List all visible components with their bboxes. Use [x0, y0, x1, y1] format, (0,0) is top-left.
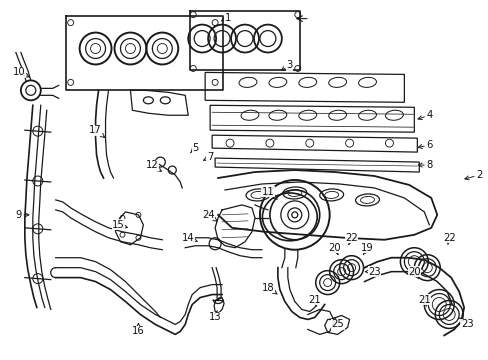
Text: 6: 6 [417, 140, 431, 150]
Text: 2: 2 [464, 170, 481, 180]
Text: 16: 16 [132, 323, 144, 336]
Text: 13: 13 [208, 311, 221, 323]
Text: 14: 14 [182, 233, 197, 243]
Text: 23: 23 [459, 318, 472, 329]
Text: 21: 21 [417, 294, 430, 306]
Text: 9: 9 [16, 210, 29, 220]
Text: 15: 15 [112, 220, 127, 230]
Text: 20: 20 [327, 243, 340, 255]
Text: 1: 1 [221, 13, 231, 23]
Text: 24: 24 [202, 210, 217, 221]
Text: 22: 22 [345, 233, 357, 245]
Text: 19: 19 [361, 243, 373, 255]
Text: 5: 5 [190, 143, 198, 153]
Text: 4: 4 [417, 110, 431, 120]
Text: 21: 21 [308, 294, 321, 306]
Text: 11: 11 [261, 187, 277, 199]
Text: 17: 17 [89, 125, 104, 138]
Text: 23: 23 [365, 267, 380, 276]
Text: 20: 20 [407, 267, 420, 279]
Text: 8: 8 [417, 160, 431, 170]
Text: 7: 7 [203, 152, 213, 162]
Text: 12: 12 [146, 160, 161, 171]
Text: 10: 10 [13, 67, 29, 77]
Text: 25: 25 [330, 318, 344, 329]
Text: 3: 3 [281, 60, 292, 71]
Text: 18: 18 [261, 283, 276, 294]
Text: 22: 22 [442, 233, 455, 245]
